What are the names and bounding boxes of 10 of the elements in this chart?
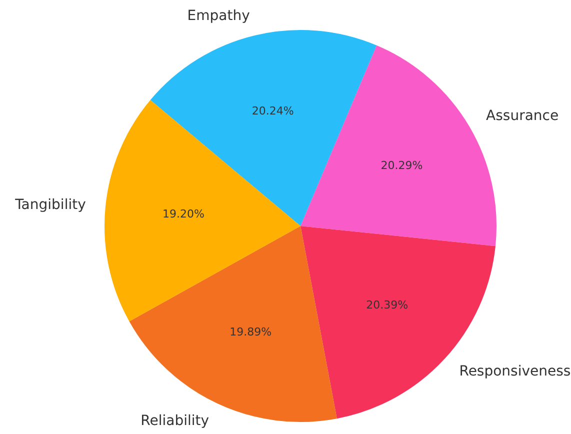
slice-label: Responsiveness bbox=[459, 364, 571, 380]
slice-label: Assurance bbox=[486, 108, 559, 124]
data-label: 20.29% bbox=[380, 158, 423, 172]
slice-label: Reliability bbox=[140, 412, 210, 429]
data-label: 19.89% bbox=[230, 325, 272, 338]
data-label: 20.24% bbox=[252, 104, 294, 118]
slice-label: Tangibility bbox=[14, 197, 86, 214]
data-label: 20.39% bbox=[366, 298, 408, 312]
data-label: 19.20% bbox=[162, 208, 204, 221]
slice-label: Empathy bbox=[187, 8, 250, 24]
